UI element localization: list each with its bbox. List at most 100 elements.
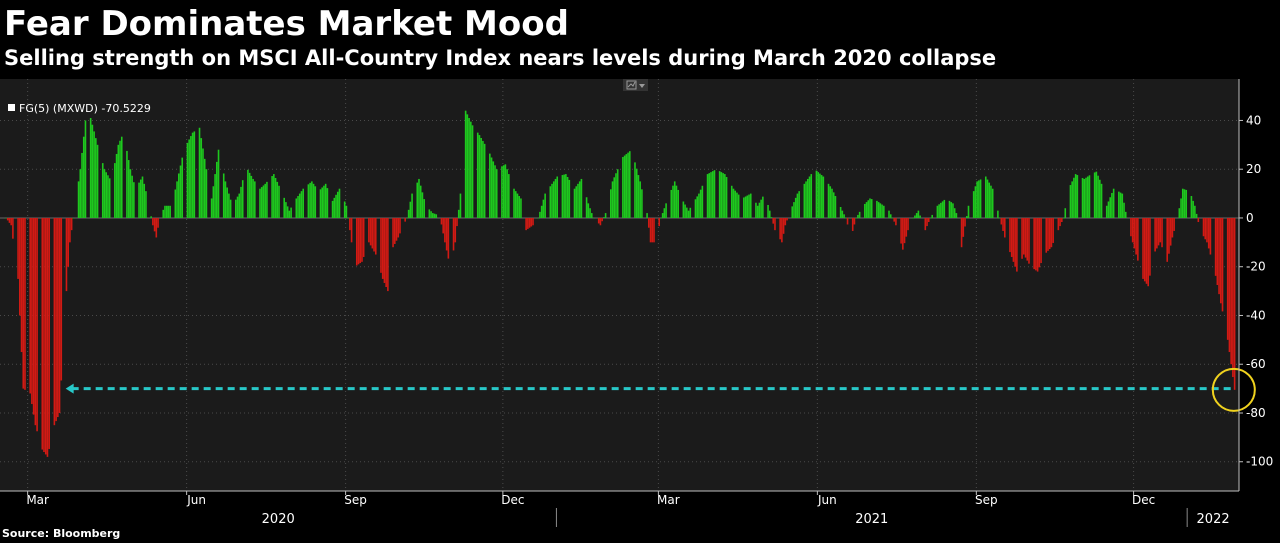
bar <box>82 136 85 218</box>
bar <box>616 169 619 218</box>
bar <box>537 217 540 219</box>
bar <box>979 179 982 218</box>
bar <box>224 181 227 218</box>
chart-title: Fear Dominates Market Mood <box>4 4 569 44</box>
bar <box>1083 178 1086 218</box>
bar <box>713 170 716 218</box>
bar <box>853 217 856 225</box>
bar <box>603 217 605 218</box>
bar <box>1183 189 1186 218</box>
bar <box>940 202 942 218</box>
bar <box>919 215 921 218</box>
bar <box>433 213 436 218</box>
bar <box>1166 217 1169 262</box>
bar <box>955 213 958 218</box>
bar <box>684 204 686 218</box>
bar <box>273 174 275 218</box>
bar <box>834 196 837 218</box>
bar <box>748 194 750 218</box>
bar <box>210 198 213 218</box>
bar <box>252 178 254 218</box>
bar <box>176 181 178 218</box>
bar <box>746 195 749 218</box>
bar <box>516 193 519 218</box>
bar <box>222 173 225 218</box>
bar <box>629 151 631 218</box>
bar <box>1214 217 1217 276</box>
bar <box>369 217 372 246</box>
bar <box>1194 205 1196 218</box>
bar <box>984 176 987 218</box>
bar <box>1014 217 1016 267</box>
bar <box>578 181 581 218</box>
x-tick-label: Dec <box>501 493 524 507</box>
bar <box>1073 177 1075 218</box>
bar <box>483 143 486 218</box>
bar <box>587 203 590 218</box>
bar <box>877 202 880 218</box>
bar <box>699 189 702 218</box>
bar <box>6 217 9 221</box>
bar <box>883 205 885 218</box>
bar <box>1010 217 1013 257</box>
year-label: 2020 <box>262 512 295 527</box>
bar <box>539 211 541 218</box>
bar <box>1142 217 1144 279</box>
bar <box>1095 171 1098 218</box>
bar <box>661 213 664 218</box>
bar <box>658 217 660 227</box>
bar <box>806 178 809 218</box>
bar <box>599 217 602 226</box>
bar <box>1059 217 1061 227</box>
bar <box>1086 176 1089 218</box>
bar <box>155 217 158 238</box>
bar <box>917 210 920 218</box>
bar <box>953 208 956 218</box>
bar <box>936 205 939 218</box>
bar <box>191 132 194 218</box>
bar <box>476 132 479 218</box>
bar <box>31 217 33 405</box>
chart-options-icon[interactable] <box>623 79 648 91</box>
bar <box>943 199 946 218</box>
bar <box>1185 189 1188 218</box>
bar <box>682 201 685 218</box>
bar <box>167 205 170 218</box>
bar <box>428 209 431 218</box>
bar <box>891 217 894 219</box>
bar <box>200 138 203 218</box>
y-tick-label: -20 <box>1246 260 1266 274</box>
bar <box>962 217 965 237</box>
bar <box>907 217 909 231</box>
bar-series <box>5 110 1236 457</box>
bar <box>1169 217 1172 246</box>
bar <box>651 217 654 243</box>
bar <box>127 160 130 218</box>
bar <box>839 206 842 218</box>
bar <box>1088 175 1091 218</box>
bar <box>1048 217 1051 250</box>
bar <box>613 177 616 218</box>
bar <box>779 217 781 240</box>
annotations <box>65 367 1256 412</box>
bar <box>1076 175 1079 218</box>
bar <box>181 157 184 218</box>
bar <box>843 214 845 218</box>
bar <box>552 181 555 218</box>
bar <box>1207 217 1210 249</box>
bar <box>361 217 363 262</box>
bar <box>278 185 280 218</box>
bar <box>43 217 45 452</box>
bar <box>865 202 868 218</box>
bar <box>673 181 676 218</box>
bar <box>637 175 640 218</box>
bar <box>404 217 406 222</box>
bar <box>114 163 116 218</box>
bar <box>57 217 59 418</box>
bar <box>815 170 818 218</box>
bar <box>202 148 204 218</box>
bar <box>819 173 821 218</box>
bar <box>312 183 315 218</box>
bar <box>81 152 83 218</box>
bar <box>283 197 285 218</box>
